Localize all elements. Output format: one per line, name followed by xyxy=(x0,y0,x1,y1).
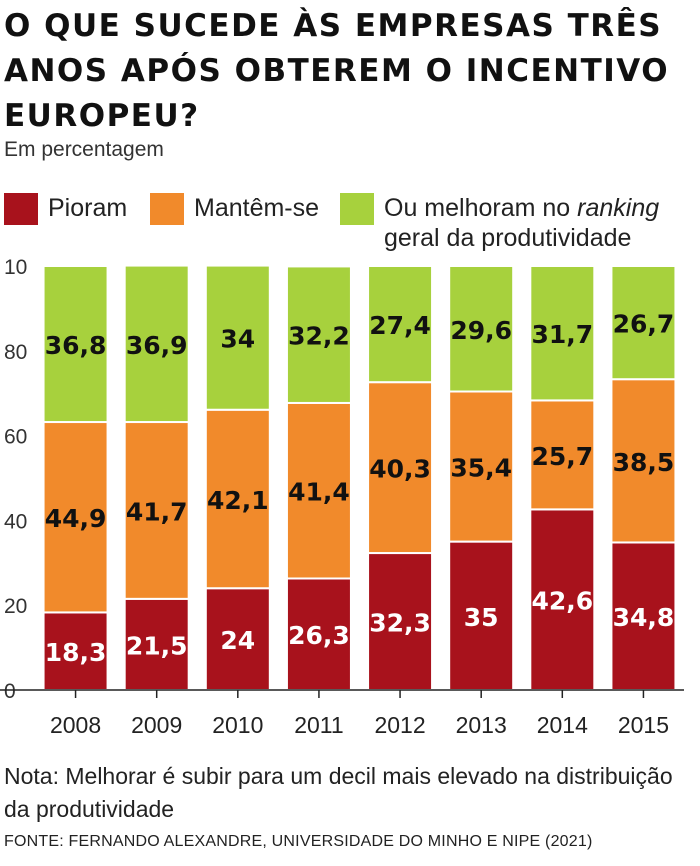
y-tick-label: 80 xyxy=(4,341,27,364)
legend-label-mantem: Mantêm-se xyxy=(194,194,320,222)
bar-pioram-2010 xyxy=(204,587,271,691)
data-label: 36,8 xyxy=(45,331,107,360)
chart-subtitle: Em percentagem xyxy=(4,138,164,161)
y-tick-label: 10 xyxy=(4,256,27,279)
bar-pioram-2012 xyxy=(367,552,434,691)
bar-melhoram-2014 xyxy=(529,265,596,402)
data-label: 42,1 xyxy=(207,486,269,515)
chart-source: FONTE: FERNANDO ALEXANDRE, UNIVERSIDADE … xyxy=(4,833,593,850)
chart-title: O QUE SUCEDE ÀS EMPRESAS TRÊS ANOS APÓS … xyxy=(4,8,670,134)
data-label: 29,6 xyxy=(450,316,512,345)
bar-mantem-2015 xyxy=(610,378,677,544)
legend-item-pioram: Pioram xyxy=(4,193,127,225)
y-tick-label: 0 xyxy=(4,680,16,703)
bar-mantem-2012 xyxy=(367,381,434,555)
bar-pioram-2011 xyxy=(285,577,352,692)
bar-mantem-2009 xyxy=(123,421,190,600)
data-label: 27,4 xyxy=(369,311,431,340)
data-label: 21,5 xyxy=(126,631,188,660)
bar-mantem-2010 xyxy=(204,408,271,590)
data-label: 24 xyxy=(220,626,255,655)
bar-pioram-2014 xyxy=(529,508,596,691)
x-tick-label: 2013 xyxy=(456,712,507,738)
bar-melhoram-2008 xyxy=(42,265,109,424)
bar-pioram-2013 xyxy=(448,540,515,691)
data-label: 41,7 xyxy=(126,497,188,526)
data-label: 32,3 xyxy=(369,609,431,638)
data-label: 36,9 xyxy=(126,331,188,360)
bar-melhoram-2012 xyxy=(367,265,434,384)
y-tick-label: 40 xyxy=(4,510,27,533)
x-tick-label: 2015 xyxy=(618,712,669,738)
x-tick-label: 2008 xyxy=(50,712,101,738)
legend-item-mantem: Mantêm-se xyxy=(150,193,319,225)
x-tick-label: 2010 xyxy=(212,712,263,738)
data-label: 41,4 xyxy=(288,478,350,507)
x-tick-label: 2009 xyxy=(131,712,182,738)
bar-melhoram-2015 xyxy=(610,265,677,381)
data-label: 34,8 xyxy=(613,603,675,632)
legend-label-pioram: Pioram xyxy=(48,194,128,222)
y-tick-label: 60 xyxy=(4,426,27,449)
data-label: 26,3 xyxy=(288,621,350,650)
y-tick-label: 20 xyxy=(4,595,27,618)
bar-mantem-2011 xyxy=(285,401,352,580)
legend-item-melhoram: Ou melhoram no ranking geral da produtivi… xyxy=(340,193,659,253)
data-label: 25,7 xyxy=(531,442,593,471)
data-label: 34 xyxy=(220,325,255,354)
data-label: 26,7 xyxy=(613,310,675,339)
data-label: 31,7 xyxy=(531,320,593,349)
bar-melhoram-2013 xyxy=(448,265,515,393)
bar-melhoram-2010 xyxy=(204,264,271,411)
bar-pioram-2008 xyxy=(42,611,109,691)
x-tick-label: 2012 xyxy=(374,712,425,738)
data-label: 18,3 xyxy=(45,638,107,667)
data-label: 35 xyxy=(464,603,499,632)
x-tick-label: 2011 xyxy=(294,712,343,738)
x-tick-label: 2014 xyxy=(537,712,588,738)
bar-mantem-2014 xyxy=(529,399,596,511)
data-label: 32,2 xyxy=(288,322,350,351)
data-label: 42,6 xyxy=(531,587,593,616)
legend-label-melhoram-post: geral da produtividade xyxy=(384,224,632,252)
legend-label-melhoram-pre: Ou melhoram no xyxy=(384,194,578,222)
chart-note: Nota: Melhorar é subir para um decil mai… xyxy=(4,763,673,822)
data-label: 38,5 xyxy=(613,448,675,477)
data-label: 44,9 xyxy=(45,504,107,533)
bar-pioram-2015 xyxy=(610,541,677,691)
data-label: 40,3 xyxy=(369,455,431,484)
legend-swatch-melhoram xyxy=(340,193,374,225)
legend-label-melhoram-em: ranking xyxy=(577,194,660,222)
bar-melhoram-2011 xyxy=(285,265,352,404)
legend-swatch-pioram xyxy=(4,193,38,225)
bar-melhoram-2009 xyxy=(123,264,190,424)
legend-swatch-mantem xyxy=(150,193,184,225)
legend-label-melhoram: Ou melhoram no ranking geral da produtivi… xyxy=(384,193,659,253)
data-label: 35,4 xyxy=(450,454,512,483)
bar-mantem-2013 xyxy=(448,390,515,543)
stacked-bar-chart: 0 20 40 60 80 10 18,3 44,9 36,8 2008 21,5 41,7 36,9 2… xyxy=(0,256,684,738)
